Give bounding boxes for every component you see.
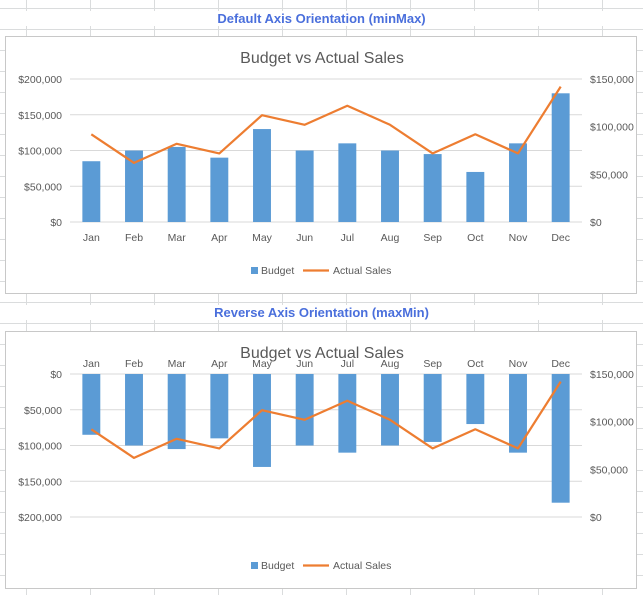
chart-title: Budget vs Actual Sales (240, 345, 404, 362)
legend-budget-label: Budget (261, 265, 294, 277)
y-tick-label-secondary: $100,000 (590, 417, 634, 429)
y-tick-label-primary: $0 (50, 217, 62, 229)
x-tick-label: Aug (381, 358, 400, 370)
x-tick-label: Mar (168, 232, 187, 244)
x-tick-label: Jul (341, 232, 354, 244)
x-tick-label: Jul (341, 358, 354, 370)
x-tick-label: Apr (211, 232, 228, 244)
y-tick-label-secondary: $0 (590, 217, 602, 229)
chart-reverse-svg: Budget vs Actual Sales $0 $50,000 $100,000 $… (18, 345, 634, 572)
y-tick-label-primary: $100,000 (18, 146, 62, 158)
budget-bar (338, 374, 357, 453)
x-tick-label: Dec (551, 358, 570, 370)
budget-bar (210, 374, 229, 439)
y-tick-label-secondary: $50,000 (590, 169, 628, 181)
y-tick-label-secondary: $100,000 (590, 122, 634, 134)
budget-bar (295, 150, 314, 222)
legend-actual-label: Actual Sales (333, 560, 391, 572)
budget-bar (509, 374, 527, 453)
x-tick-label: May (252, 358, 273, 370)
y-tick-label-secondary: $150,000 (590, 74, 634, 86)
budget-bar (125, 374, 143, 446)
budget-bar (125, 150, 143, 222)
x-tick-label: Sep (423, 358, 442, 370)
actual-sales-line (90, 86, 562, 165)
chart-default[interactable]: Budget vs Actual Sales $0 $50,000 $100,000 $… (5, 36, 637, 294)
budget-bar (253, 129, 271, 222)
chart-default-svg: Budget vs Actual Sales $0 $50,000 $100,000 $… (18, 50, 634, 277)
budget-bar (423, 154, 442, 222)
x-tick-label: May (252, 232, 273, 244)
y-tick-label-primary: $100,000 (18, 441, 62, 453)
chart-title: Budget vs Actual Sales (240, 50, 404, 67)
y-tick-label-secondary: $50,000 (590, 464, 628, 476)
y-tick-label-primary: $0 (50, 369, 62, 381)
legend-budget-swatch (251, 267, 258, 274)
y-tick-label-secondary: $0 (590, 512, 602, 524)
x-tick-label: Nov (509, 232, 528, 244)
x-tick-label: Mar (168, 358, 187, 370)
budget-bar (381, 150, 399, 222)
y-tick-label-primary: $50,000 (24, 181, 62, 193)
budget-bar (338, 143, 357, 222)
budget-bar (82, 161, 101, 222)
actual-sales-line (90, 381, 562, 460)
x-tick-label: Oct (467, 232, 483, 244)
budget-bar (167, 374, 186, 450)
legend-actual-label: Actual Sales (333, 265, 391, 277)
budget-bar (167, 146, 186, 222)
x-tick-label: Dec (551, 232, 570, 244)
budget-bar (253, 374, 271, 467)
x-tick-label: Nov (509, 358, 528, 370)
budget-bar (423, 374, 442, 442)
y-tick-label-primary: $150,000 (18, 110, 62, 122)
x-tick-label: Sep (423, 232, 442, 244)
y-tick-label-primary: $200,000 (18, 512, 62, 524)
budget-bar (551, 374, 570, 503)
x-tick-label: Jan (83, 232, 100, 244)
x-tick-label: Oct (467, 358, 483, 370)
budget-bar (551, 93, 570, 222)
heading-default-orientation: Default Axis Orientation (minMax) (0, 11, 643, 26)
y-tick-label-primary: $50,000 (24, 405, 62, 417)
x-tick-label: Jan (83, 358, 100, 370)
budget-bar (466, 171, 485, 222)
x-tick-label: Apr (211, 358, 228, 370)
y-tick-label-primary: $150,000 (18, 476, 62, 488)
x-tick-label: Feb (125, 358, 143, 370)
budget-bar (295, 374, 314, 446)
legend-budget-label: Budget (261, 560, 294, 572)
x-tick-label: Feb (125, 232, 143, 244)
y-tick-label-secondary: $150,000 (590, 369, 634, 381)
budget-bar (82, 374, 101, 435)
budget-bar (381, 374, 399, 446)
x-tick-label: Jun (296, 358, 313, 370)
budget-bar (466, 374, 485, 425)
budget-bar (210, 157, 229, 222)
x-tick-label: Jun (296, 232, 313, 244)
x-tick-label: Aug (381, 232, 400, 244)
budget-bar (509, 143, 527, 222)
chart-reverse[interactable]: Budget vs Actual Sales $0 $50,000 $100,000 $… (5, 331, 637, 589)
legend-budget-swatch (251, 562, 258, 569)
heading-reverse-orientation: Reverse Axis Orientation (maxMin) (0, 305, 643, 320)
y-tick-label-primary: $200,000 (18, 74, 62, 86)
